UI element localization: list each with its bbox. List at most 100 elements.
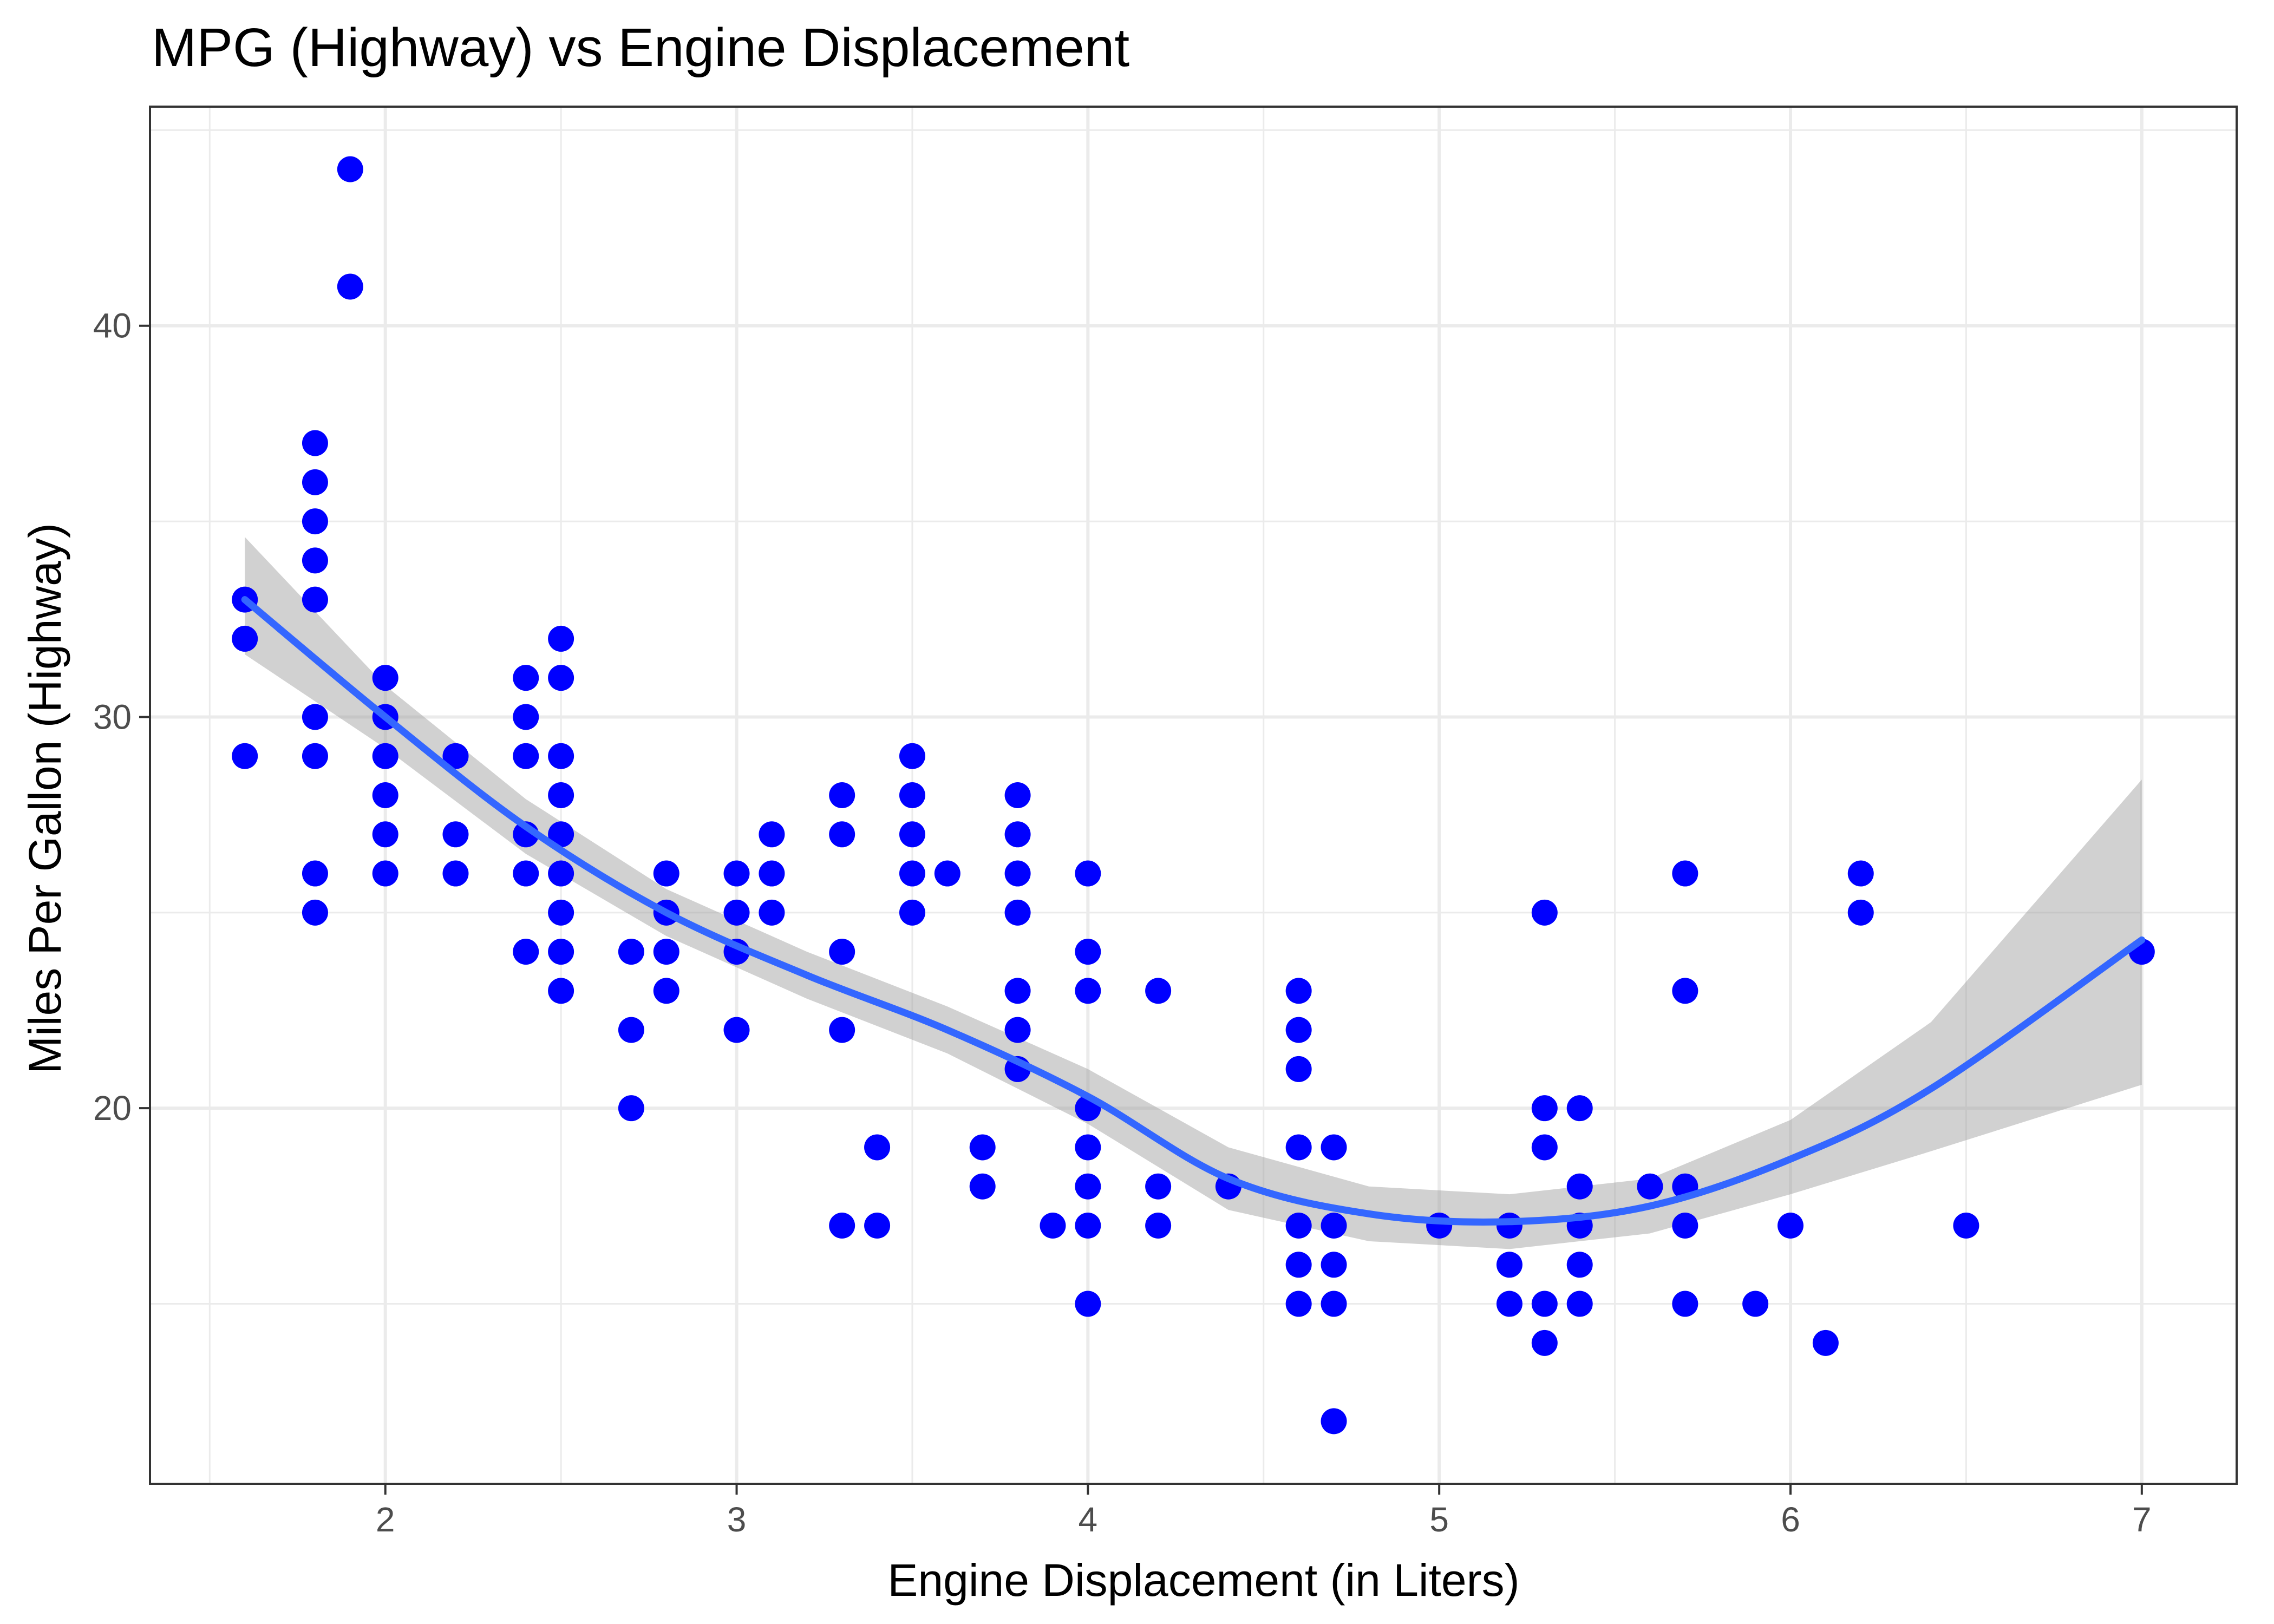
data-point xyxy=(1004,860,1031,887)
data-point xyxy=(1672,1213,1698,1239)
data-point xyxy=(302,469,328,495)
data-point xyxy=(1566,1173,1593,1200)
data-point xyxy=(548,899,574,926)
data-point xyxy=(723,899,750,926)
data-point xyxy=(1321,1291,1347,1317)
data-point xyxy=(723,860,750,887)
data-point xyxy=(513,860,539,887)
data-point xyxy=(653,939,679,965)
data-point xyxy=(1004,782,1031,808)
data-point xyxy=(1566,1252,1593,1278)
data-point xyxy=(1145,1213,1172,1239)
data-point xyxy=(302,899,328,926)
data-point xyxy=(1004,978,1031,1004)
y-tick-label: 20 xyxy=(93,1089,132,1128)
data-point xyxy=(1285,1056,1312,1082)
data-point xyxy=(1637,1173,1663,1200)
data-point xyxy=(1531,1330,1558,1356)
data-point xyxy=(1496,1291,1522,1317)
smooth-line xyxy=(241,596,2146,1226)
data-point xyxy=(723,1017,750,1043)
data-point xyxy=(1847,860,1874,887)
data-point xyxy=(372,821,398,848)
minor-gridlines xyxy=(150,107,2237,1484)
data-point xyxy=(548,978,574,1004)
data-point xyxy=(302,704,328,730)
data-point xyxy=(1075,978,1101,1004)
data-point xyxy=(864,1134,891,1161)
data-point xyxy=(618,1095,644,1122)
data-point xyxy=(1672,978,1698,1004)
data-point xyxy=(1285,1213,1312,1239)
x-axis-title: Engine Displacement (in Liters) xyxy=(887,1555,1519,1606)
data-point xyxy=(302,586,328,613)
data-point xyxy=(1285,978,1312,1004)
data-point xyxy=(548,939,574,965)
data-point xyxy=(618,939,644,965)
data-point xyxy=(1145,978,1172,1004)
data-point xyxy=(442,821,469,848)
data-point xyxy=(1075,1134,1101,1161)
data-point xyxy=(1566,1095,1593,1122)
data-point xyxy=(1672,860,1698,887)
data-point xyxy=(759,860,785,887)
data-point xyxy=(618,1017,644,1043)
x-tick-label: 5 xyxy=(1429,1500,1449,1539)
data-point xyxy=(829,1213,855,1239)
data-point xyxy=(548,860,574,887)
y-axis-ticks: 20 30 40 xyxy=(93,306,150,1128)
data-point xyxy=(969,1173,996,1200)
data-point xyxy=(1812,1330,1839,1356)
data-point xyxy=(1321,1408,1347,1435)
data-point xyxy=(1321,1213,1347,1239)
data-point xyxy=(934,860,960,887)
data-point xyxy=(548,743,574,769)
x-tick-label: 2 xyxy=(376,1500,395,1539)
data-point xyxy=(1321,1252,1347,1278)
data-point xyxy=(302,743,328,769)
y-tick-label: 40 xyxy=(93,306,132,345)
data-point xyxy=(372,860,398,887)
data-point xyxy=(1285,1017,1312,1043)
data-point xyxy=(548,665,574,691)
data-point xyxy=(1672,1291,1698,1317)
data-point xyxy=(232,625,258,652)
data-point xyxy=(1285,1252,1312,1278)
data-point xyxy=(513,704,539,730)
data-point xyxy=(1004,899,1031,926)
x-tick-label: 3 xyxy=(727,1500,747,1539)
data-point xyxy=(759,899,785,926)
data-point xyxy=(372,665,398,691)
data-point xyxy=(442,743,469,769)
data-point xyxy=(1742,1291,1769,1317)
y-axis-title: Miles Per Gallon (Highway) xyxy=(19,523,70,1074)
data-point xyxy=(1004,1017,1031,1043)
data-point xyxy=(548,821,574,848)
data-point xyxy=(653,860,679,887)
data-point xyxy=(1285,1134,1312,1161)
data-point xyxy=(829,939,855,965)
data-point xyxy=(302,547,328,574)
data-point xyxy=(1075,1173,1101,1200)
data-point xyxy=(372,743,398,769)
data-point xyxy=(829,1017,855,1043)
data-point xyxy=(1531,1291,1558,1317)
data-point xyxy=(1075,1291,1101,1317)
x-tick-label: 6 xyxy=(1781,1500,1800,1539)
data-point xyxy=(513,743,539,769)
data-point xyxy=(372,782,398,808)
data-point xyxy=(829,782,855,808)
data-point xyxy=(899,899,925,926)
data-point xyxy=(969,1134,996,1161)
data-point xyxy=(1777,1213,1803,1239)
data-point xyxy=(899,743,925,769)
data-point xyxy=(1531,1095,1558,1122)
x-tick-label: 7 xyxy=(2132,1500,2152,1539)
data-point xyxy=(302,430,328,456)
x-tick-label: 4 xyxy=(1079,1500,1098,1539)
data-point xyxy=(899,860,925,887)
data-point xyxy=(829,821,855,848)
data-points xyxy=(232,156,2155,1435)
data-point xyxy=(232,743,258,769)
data-point xyxy=(548,782,574,808)
